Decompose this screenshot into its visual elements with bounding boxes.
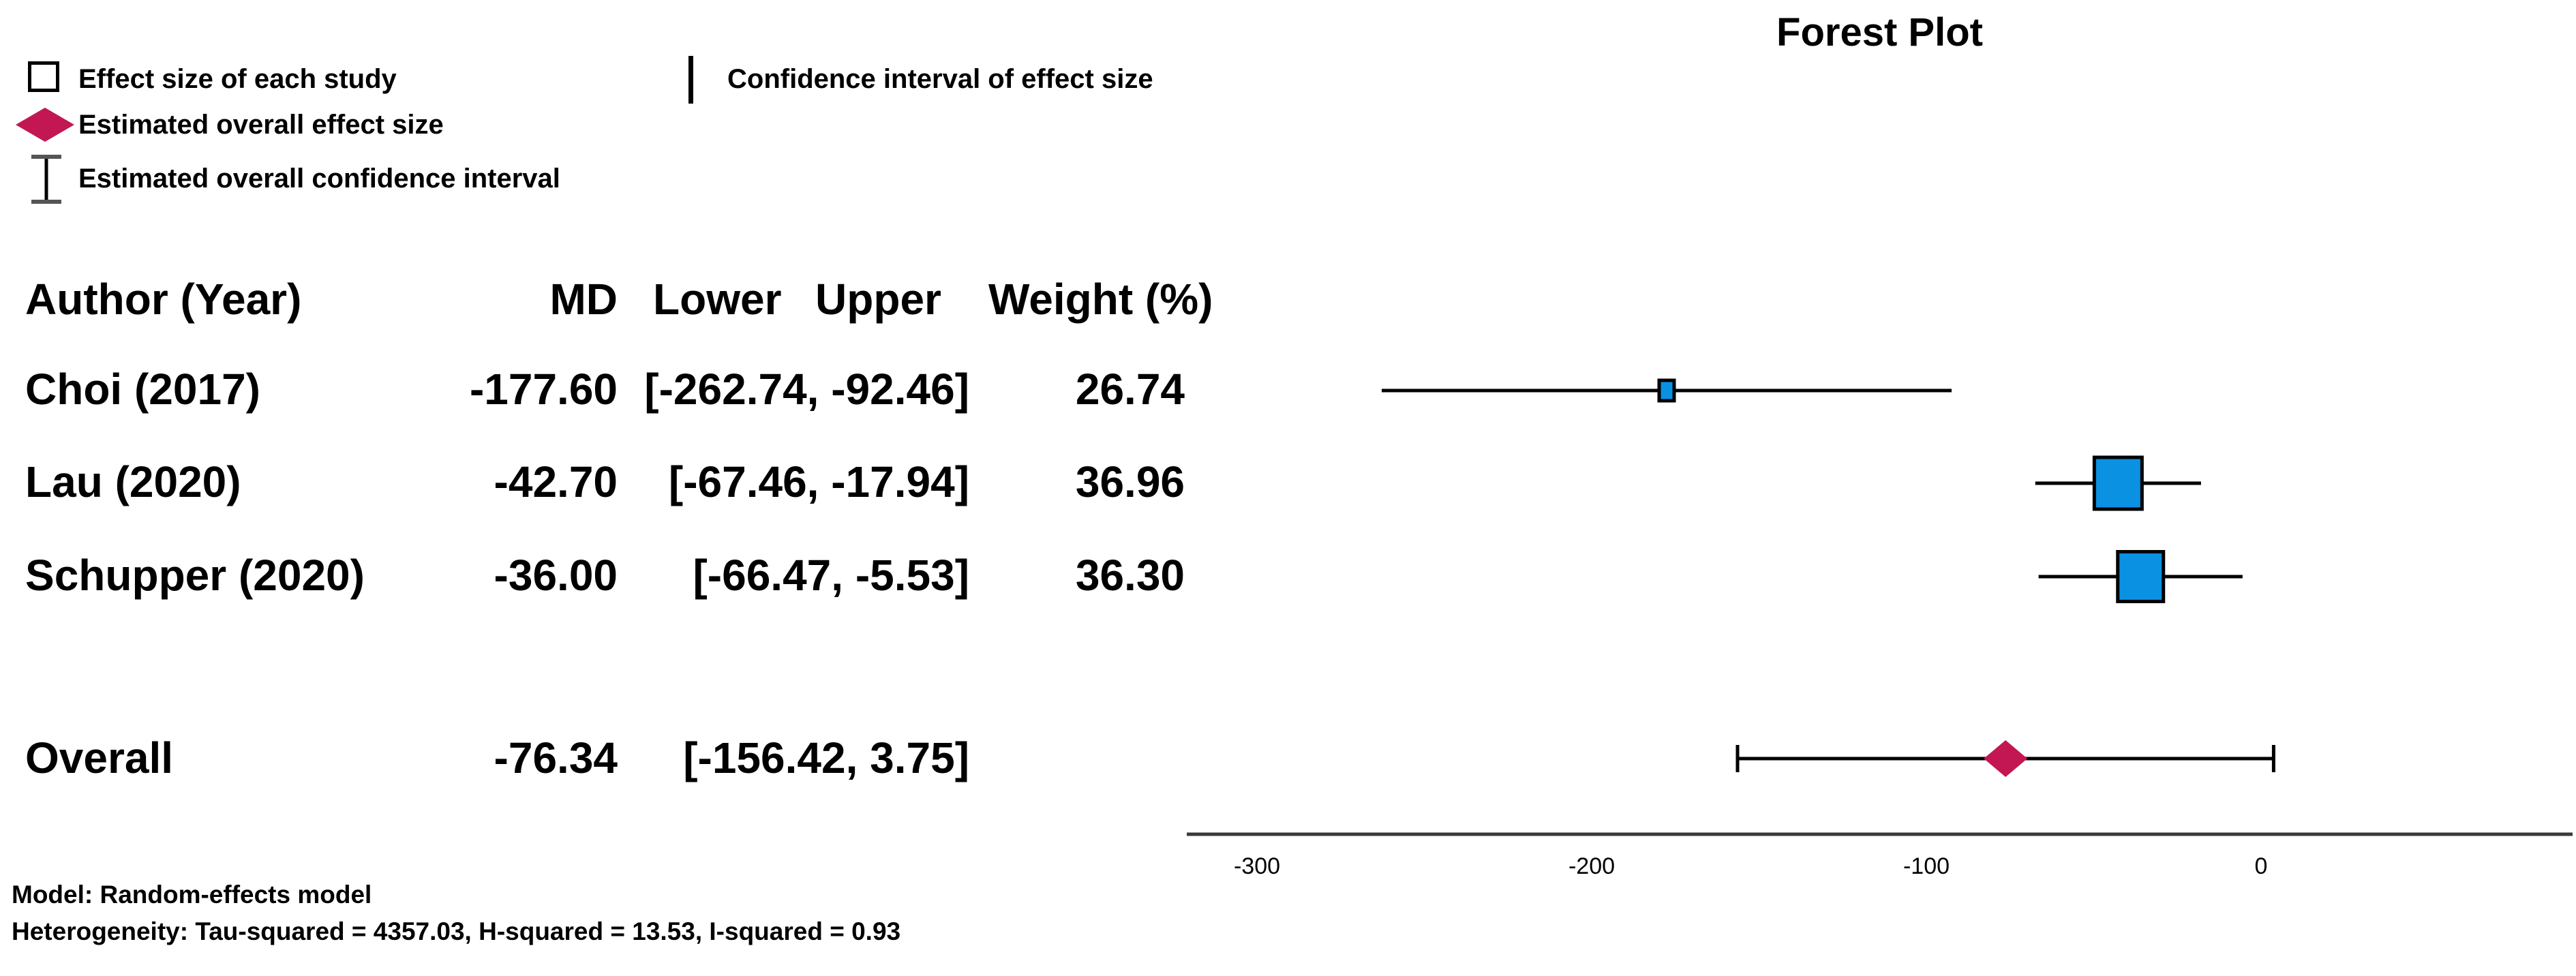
header-lower: Lower <box>653 275 782 324</box>
cell-md: -36.00 <box>494 551 618 600</box>
cell-ci: [-67.46, -17.94] <box>668 457 969 506</box>
table-row-overall: Overall -76.34 [-156.42, 3.75] <box>0 733 1227 782</box>
table-header-row: Author (Year) MD Lower Upper Weight (%) <box>0 275 1227 324</box>
legend-overall-ci-ibeam-icon <box>31 155 61 204</box>
legend-ci-bar-icon <box>688 56 693 104</box>
cell-weight: 36.30 <box>1075 551 1185 600</box>
overall-effect-diamond <box>1984 740 2028 777</box>
legend-study-label: Effect size of each study <box>78 64 397 94</box>
cell-author: Lau (2020) <box>25 457 241 506</box>
cell-md: -76.34 <box>494 733 618 782</box>
cell-author: Schupper (2020) <box>25 551 365 600</box>
legend-ci-label: Confidence interval of effect size <box>727 64 1153 94</box>
legend-study-square-icon <box>28 61 59 92</box>
cell-author: Overall <box>25 733 174 782</box>
legend-overall-ci-label: Estimated overall confidence interval <box>78 164 560 194</box>
cell-weight: 26.74 <box>1075 365 1185 414</box>
cell-ci: [-66.47, -5.53] <box>693 551 969 600</box>
header-md: MD <box>549 275 618 324</box>
legend-overall-effect-label: Estimated overall effect size <box>78 110 444 140</box>
axis-tick-label: -100 <box>1903 853 1950 879</box>
cell-weight: 36.96 <box>1075 457 1185 506</box>
cell-author: Choi (2017) <box>25 365 260 414</box>
axis-tick-label: -300 <box>1234 853 1280 879</box>
legend-overall-diamond-icon <box>16 108 74 142</box>
page-title: Forest Plot <box>1776 10 1983 55</box>
footer-heterogeneity-note: Heterogeneity: Tau-squared = 4357.03, H-… <box>12 917 901 945</box>
cell-md: -177.60 <box>469 365 618 414</box>
study-effect-marker <box>2092 455 2144 511</box>
header-weight: Weight (%) <box>988 275 1213 324</box>
study-effect-marker <box>2116 550 2166 603</box>
axis-tick-label: 0 <box>2255 853 2268 879</box>
footer-model-note: Model: Random-effects model <box>12 881 372 909</box>
cell-md: -42.70 <box>494 457 618 506</box>
table-row: Lau (2020) -42.70 [-67.46, -17.94] 36.96 <box>0 457 1227 506</box>
header-author: Author (Year) <box>25 275 302 324</box>
table-row: Schupper (2020) -36.00 [-66.47, -5.53] 36.3… <box>0 551 1227 600</box>
cell-ci: [-262.74, -92.46] <box>644 365 969 414</box>
table-row: Choi (2017) -177.60 [-262.74, -92.46] 26.74 <box>0 365 1227 414</box>
axis-tick-label: -200 <box>1569 853 1615 879</box>
cell-ci: [-156.42, 3.75] <box>683 733 969 782</box>
header-upper: Upper <box>815 275 941 324</box>
study-effect-marker <box>1657 378 1676 403</box>
